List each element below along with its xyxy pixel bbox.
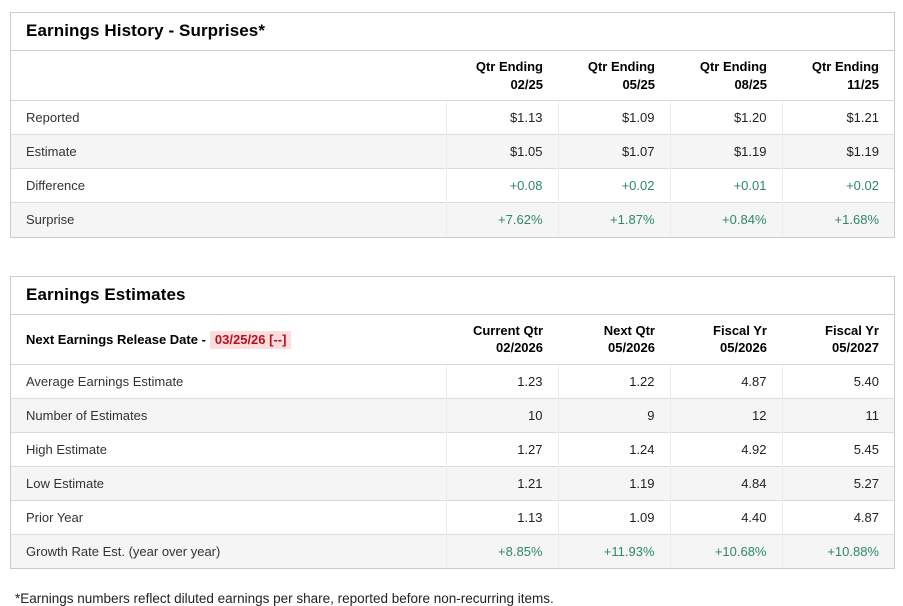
earnings-estimates-table: Next Earnings Release Date -03/25/26 [--… — [11, 314, 894, 569]
row-label: Growth Rate Est. (year over year) — [11, 533, 446, 569]
column-header-next-qtr: Next Qtr 05/2026 — [558, 314, 670, 365]
earnings-history-title: Earnings History - Surprises* — [11, 13, 894, 51]
row-label: Estimate — [11, 134, 446, 169]
table-row-growth-rate-est: Growth Rate Est. (year over year) +8.85%… — [11, 533, 894, 569]
column-header-qtr-0225: Qtr Ending 02/25 — [446, 51, 558, 102]
row-label: Reported — [26, 110, 80, 126]
column-header-line2: 11/25 — [847, 76, 879, 92]
value-cell: 1.13 — [445, 499, 558, 535]
value-cell: +0.02 — [781, 168, 894, 203]
earnings-estimates-header-row: Next Earnings Release Date -03/25/26 [--… — [11, 314, 894, 365]
column-header-line2: 05/25 — [622, 76, 655, 92]
earnings-footnote: *Earnings numbers reflect diluted earnin… — [15, 591, 554, 606]
column-header-line1: Current Qtr — [472, 322, 543, 338]
table-row-estimate: Estimate $1.05 $1.07 $1.19 $1.19 — [11, 134, 894, 169]
value-cell: +0.84% — [669, 202, 782, 237]
row-label: High Estimate — [11, 431, 446, 467]
column-header-line1: Qtr Ending — [699, 59, 767, 74]
column-header-line2: 02/25 — [510, 76, 543, 92]
earnings-estimates-card: Earnings Estimates Next Earnings Release… — [10, 275, 895, 570]
value-cell: +1.68% — [781, 202, 894, 237]
value-cell: $1.07 — [557, 134, 670, 169]
value-cell: 1.19 — [557, 465, 670, 501]
column-header-line1: Qtr Ending — [587, 59, 655, 74]
value-cell: 12 — [669, 397, 782, 433]
value-cell: 9 — [557, 397, 670, 433]
column-header-current-qtr: Current Qtr 02/2026 — [446, 314, 558, 365]
row-label: Prior Year — [11, 499, 446, 535]
value-cell: +0.01 — [669, 168, 782, 203]
column-header-line2: 02/2026 — [496, 340, 543, 356]
value-cell: 5.27 — [781, 465, 894, 501]
value-cell: +1.87% — [557, 202, 670, 237]
column-header-line1: Fiscal Yr — [825, 322, 879, 338]
release-date-value[interactable]: 03/25/26 [--] — [209, 330, 292, 349]
row-label: Low Estimate — [11, 465, 446, 501]
table-row-number-of-estimates: Number of Estimates 10 9 12 11 — [11, 397, 894, 433]
table-row-high-estimate: High Estimate 1.27 1.24 4.92 5.45 — [11, 431, 894, 467]
value-cell: 5.40 — [781, 364, 894, 399]
row-label: Number of Estimates — [11, 397, 446, 433]
table-row-surprise: Surprise +7.62% +1.87% +0.84% +1.68% — [11, 202, 894, 237]
value-cell: 1.22 — [557, 364, 670, 399]
value-cell: +8.85% — [445, 533, 558, 569]
earnings-history-card: Earnings History - Surprises* Qtr Ending… — [10, 12, 895, 238]
value-cell: +11.93% — [557, 533, 670, 569]
value-cell: 1.21 — [445, 465, 558, 501]
value-cell: $1.19 — [781, 134, 894, 169]
value-cell: 1.09 — [557, 499, 670, 535]
earnings-history-header-row: Qtr Ending 02/25 Qtr Ending 05/25 Qtr En… — [11, 51, 894, 102]
column-header-line1: Next Qtr — [603, 322, 655, 338]
value-cell: +7.62% — [445, 202, 558, 237]
column-header-line2: 05/2026 — [608, 340, 655, 356]
value-cell: +10.88% — [781, 533, 894, 569]
table-row-difference: Difference +0.08 +0.02 +0.01 +0.02 — [11, 168, 894, 203]
next-earnings-release-cell: Next Earnings Release Date -03/25/26 [--… — [11, 314, 446, 365]
value-cell: 4.84 — [669, 465, 782, 501]
column-header-line1: Fiscal Yr — [713, 322, 767, 338]
value-cell: 5.45 — [781, 431, 894, 467]
value-cell: $1.13 — [445, 100, 558, 135]
value-cell: +0.02 — [557, 168, 670, 203]
table-row-reported: Reported $1.13 $1.09 $1.20 $1.21 — [11, 100, 894, 135]
earnings-history-table: Qtr Ending 02/25 Qtr Ending 05/25 Qtr En… — [11, 51, 894, 237]
row-label: Difference — [11, 168, 446, 203]
value-cell: $1.19 — [669, 134, 782, 169]
column-header-fiscal-yr-2027: Fiscal Yr 05/2027 — [782, 314, 894, 365]
earnings-estimates-title: Earnings Estimates — [11, 277, 894, 315]
row-label: Average Earnings Estimate — [26, 373, 184, 389]
table-row-prior-year: Prior Year 1.13 1.09 4.40 4.87 — [11, 499, 894, 535]
column-header-qtr-0825: Qtr Ending 08/25 — [670, 51, 782, 102]
column-header-fiscal-yr-2026: Fiscal Yr 05/2026 — [670, 314, 782, 365]
empty-header-cell — [11, 51, 446, 102]
column-header-line1: Qtr Ending — [475, 59, 543, 74]
value-cell: $1.09 — [557, 100, 670, 135]
column-header-line2: 05/2026 — [720, 340, 767, 356]
value-cell: +0.08 — [445, 168, 558, 203]
value-cell: 1.23 — [445, 364, 558, 399]
column-header-line2: 05/2027 — [832, 340, 879, 356]
column-header-qtr-1125: Qtr Ending 11/25 — [782, 51, 894, 102]
table-row-average-earnings-estimate: Average Earnings Estimate 1.23 1.22 4.87… — [11, 364, 894, 399]
value-cell: 4.87 — [669, 364, 782, 399]
value-cell: 10 — [445, 397, 558, 433]
column-header-qtr-0525: Qtr Ending 05/25 — [558, 51, 670, 102]
value-cell: 11 — [781, 397, 894, 433]
value-cell: 1.27 — [445, 431, 558, 467]
value-cell: $1.21 — [781, 100, 894, 135]
value-cell: $1.20 — [669, 100, 782, 135]
table-row-low-estimate: Low Estimate 1.21 1.19 4.84 5.27 — [11, 465, 894, 501]
value-cell: 1.24 — [557, 431, 670, 467]
column-header-line2: 08/25 — [734, 76, 767, 92]
value-cell: 4.87 — [781, 499, 894, 535]
release-date-label: Next Earnings Release Date - — [26, 331, 206, 347]
value-cell: +10.68% — [669, 533, 782, 569]
value-cell: 4.40 — [669, 499, 782, 535]
value-cell: 4.92 — [669, 431, 782, 467]
column-header-line1: Qtr Ending — [811, 59, 879, 74]
value-cell: $1.05 — [445, 134, 558, 169]
row-label: Surprise — [11, 202, 446, 237]
